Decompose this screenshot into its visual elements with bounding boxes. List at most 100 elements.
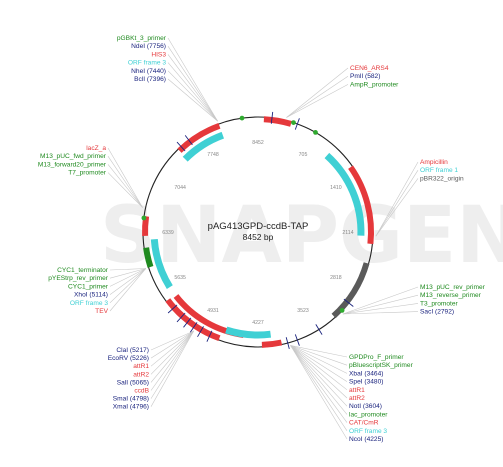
leader-line — [290, 345, 348, 399]
leader-line — [375, 170, 419, 237]
restriction-site-tick — [176, 312, 186, 323]
leader-line — [107, 172, 143, 208]
leader-line — [109, 268, 146, 287]
feature-label: TEV — [95, 308, 108, 315]
attr2-arc — [261, 339, 283, 348]
feature-label: NheI (7440) — [131, 68, 166, 75]
restriction-site-tick — [315, 324, 323, 335]
tick-label: 8452 — [252, 140, 264, 146]
feature-label: ccdB — [134, 388, 149, 395]
leader-line — [109, 268, 146, 279]
leader-line — [109, 268, 146, 295]
leader-line — [167, 62, 218, 122]
leader-line — [109, 268, 147, 304]
restriction-site-tick — [343, 298, 354, 307]
feature-label: SacI (2792) — [420, 309, 454, 316]
feature-label: pGBKt_3_primer — [117, 35, 167, 42]
feature-label: SalI (5065) — [117, 379, 149, 386]
tick-label: 2114 — [342, 230, 353, 236]
leader-line — [150, 330, 194, 375]
leader-line — [150, 330, 194, 367]
feature-label: CEN6_ARS4 — [350, 65, 389, 72]
tick-label: 7748 — [207, 152, 219, 158]
leader-line — [290, 345, 348, 374]
leader-line — [342, 303, 419, 315]
pgbkt-primer-marker — [239, 115, 245, 121]
leader-line — [286, 84, 349, 118]
feature-label: NdeI (7756) — [131, 43, 166, 50]
tick-label: 2818 — [330, 275, 342, 281]
amp-promoter-marker — [291, 120, 296, 125]
restriction-site-tick — [197, 326, 204, 338]
feature-label: T3_promoter — [420, 300, 459, 307]
leader-line — [150, 330, 194, 383]
feature-label: PmlI (582) — [350, 73, 380, 80]
tick-label: 5635 — [174, 275, 186, 281]
feature-label: XbaI (3464) — [349, 370, 383, 377]
orf-frame1-arc — [324, 152, 365, 236]
labels-bottom-right: GPDPro_F_primerpBluescriptSK_primerXbaI … — [349, 354, 414, 443]
cyc1-terminator-arc — [143, 247, 154, 268]
feature-label: AmpR_promoter — [350, 81, 399, 88]
tick-label: 3523 — [297, 308, 309, 314]
pbr322-origin-arc — [331, 262, 370, 319]
feature-label: pBR322_origin — [420, 175, 464, 182]
leader-line — [167, 46, 218, 122]
feature-label: HIS3 — [151, 51, 166, 58]
feature-label: pBluescriptSK_primer — [349, 362, 414, 369]
feature-label: GPDPro_F_primer — [349, 354, 404, 361]
feature-label: lac_promoter — [349, 411, 388, 418]
feature-label: M13_pUC_fwd_primer — [40, 153, 107, 160]
watermark: SNAPGENE — [100, 191, 503, 281]
orf-frame3-top-arc — [182, 131, 225, 162]
leader-line — [290, 345, 348, 407]
leader-line — [290, 345, 348, 366]
feature-label: attR1 — [133, 363, 149, 370]
leader-line — [286, 67, 349, 118]
restriction-site-tick — [183, 317, 192, 328]
leader-line — [290, 345, 348, 415]
leader-line — [290, 345, 348, 382]
orf-frame3-left-arc — [150, 238, 173, 289]
feature-label: ORF frame 3 — [349, 428, 387, 435]
leader-line — [286, 75, 349, 118]
leader-line — [107, 147, 143, 208]
leader-line — [167, 70, 218, 122]
labels-left-lower: CYC1_terminatorpYEStrp_rev_primerCYC1_pr… — [48, 267, 109, 315]
restriction-site-tick — [294, 118, 300, 130]
feature-label: BclI (7396) — [134, 76, 166, 83]
leader-line — [342, 311, 419, 315]
tick-label: 705 — [299, 152, 308, 158]
leader-line — [150, 330, 194, 399]
tick-label: 4931 — [207, 308, 219, 314]
feature-label: M13_forward20_primer — [38, 161, 107, 168]
leader-line — [150, 330, 194, 359]
t3-promoter-marker — [339, 308, 345, 313]
leader-line — [109, 268, 146, 271]
leader-line — [375, 178, 419, 237]
his3-arc — [177, 122, 221, 153]
feature-label: ORF frame 3 — [70, 300, 108, 307]
leader-line — [167, 37, 218, 122]
restriction-site-tick — [206, 330, 213, 342]
feature-label: SpeI (3480) — [349, 379, 383, 386]
leader-line — [107, 156, 143, 208]
ampicillin-arc — [348, 165, 374, 245]
feature-label: XhoI (5114) — [74, 292, 108, 299]
restriction-site-tick — [189, 322, 198, 333]
restriction-site-tick — [184, 135, 193, 146]
leader-line — [290, 345, 348, 431]
tick-label: 1410 — [330, 185, 342, 191]
feature-label: NcoI (4225) — [349, 436, 383, 443]
leader-line — [290, 345, 348, 391]
labels-right-lower: M13_pUC_rev_primerM13_reverse_primerT3_p… — [420, 284, 486, 316]
cen6-ars4-arc — [263, 116, 292, 127]
feature-label: M13_reverse_primer — [420, 292, 482, 299]
tick-label: 6339 — [162, 230, 174, 236]
feature-label: M13_pUC_rev_primer — [420, 284, 486, 291]
leader-line — [375, 161, 419, 237]
labels-left: lacZ_aM13_pUC_fwd_primerM13_forward20_pr… — [38, 145, 107, 177]
